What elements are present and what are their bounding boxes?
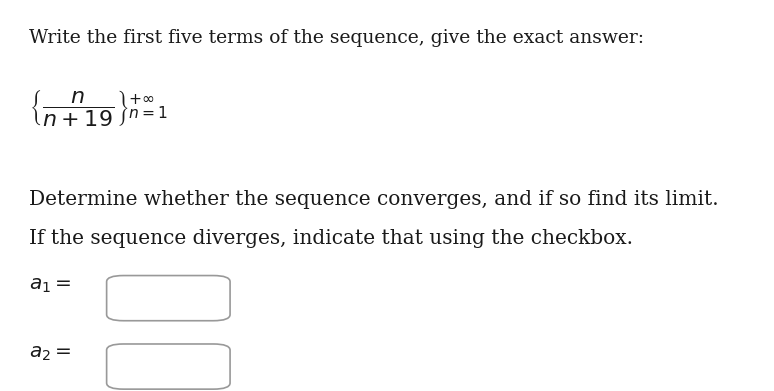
Text: $a_1 =$: $a_1 =$ (29, 276, 72, 295)
Text: $\left\{\dfrac{n}{n+19}\right\}_{n=1}^{+\infty}$: $\left\{\dfrac{n}{n+19}\right\}_{n=1}^{+… (29, 88, 169, 128)
Text: Determine whether the sequence converges, and if so find its limit.: Determine whether the sequence converges… (29, 190, 719, 209)
Text: $a_2 =$: $a_2 =$ (29, 344, 72, 363)
Text: If the sequence diverges, indicate that using the checkbox.: If the sequence diverges, indicate that … (29, 229, 633, 248)
FancyBboxPatch shape (107, 276, 230, 321)
FancyBboxPatch shape (107, 344, 230, 389)
Text: Write the first five terms of the sequence, give the exact answer:: Write the first five terms of the sequen… (29, 29, 645, 47)
